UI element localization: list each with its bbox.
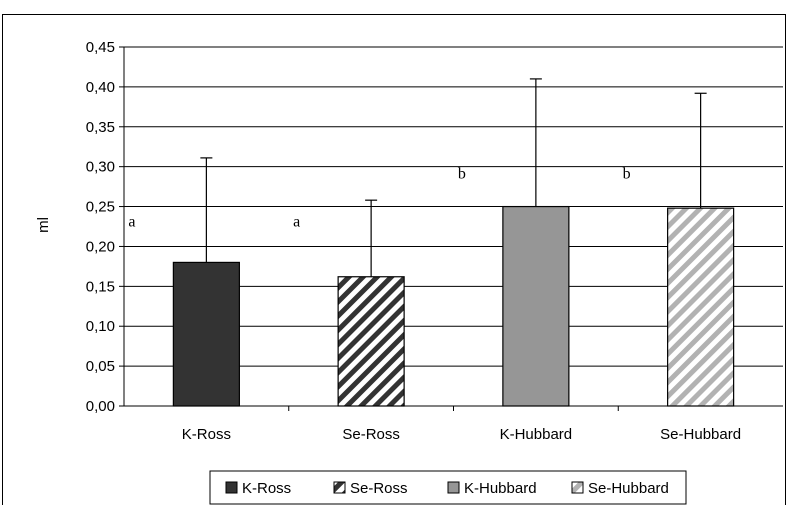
y-tick-label: 0,15 xyxy=(86,278,115,295)
y-axis-label: ml xyxy=(35,217,52,233)
x-tick-label: K-Hubbard xyxy=(500,426,573,443)
legend-label: K-Hubbard xyxy=(464,480,537,497)
x-tick-label: Se-Ross xyxy=(342,426,400,443)
y-tick-label: 0,10 xyxy=(86,318,115,335)
legend-swatch xyxy=(571,481,584,494)
legend-swatch xyxy=(333,481,346,494)
y-tick-label: 0,25 xyxy=(86,199,115,216)
y-tick-label: 0,45 xyxy=(86,39,115,56)
bars xyxy=(172,205,735,407)
legend: K-Ross Se-Ross K-Hubbard Se-Hubbard xyxy=(209,470,687,505)
labels: K-Ross a Se-Ross a K-Hubbard b Se-Hubbard b xyxy=(128,166,741,443)
y-tick-label: 0,35 xyxy=(86,119,115,136)
x-tick-label: Se-Hubbard xyxy=(660,426,741,443)
y-tick-label: 0,20 xyxy=(86,238,115,255)
significance-letter: b xyxy=(458,166,466,183)
legend-label: Se-Ross xyxy=(350,480,408,497)
significance-letter: a xyxy=(128,214,135,231)
legend-swatch xyxy=(225,481,238,494)
x-tick-label: K-Ross xyxy=(182,426,231,443)
bar-se-ross xyxy=(337,276,405,407)
legend-label: Se-Hubbard xyxy=(588,480,669,497)
legend-swatch xyxy=(447,481,460,494)
y-tick-label: 0,00 xyxy=(86,398,115,415)
bar-k-ross xyxy=(172,261,240,407)
bar-se-hubbard xyxy=(667,207,735,407)
y-tick-label: 0,05 xyxy=(86,358,115,375)
significance-letter: a xyxy=(293,214,300,231)
chart-frame xyxy=(2,14,786,505)
y-tick-label: 0,30 xyxy=(86,159,115,176)
y-tick-label: 0,40 xyxy=(86,79,115,96)
bar-k-hubbard xyxy=(502,205,570,407)
significance-letter: b xyxy=(623,166,631,183)
error-bars xyxy=(200,78,707,277)
legend-label: K-Ross xyxy=(242,480,291,497)
